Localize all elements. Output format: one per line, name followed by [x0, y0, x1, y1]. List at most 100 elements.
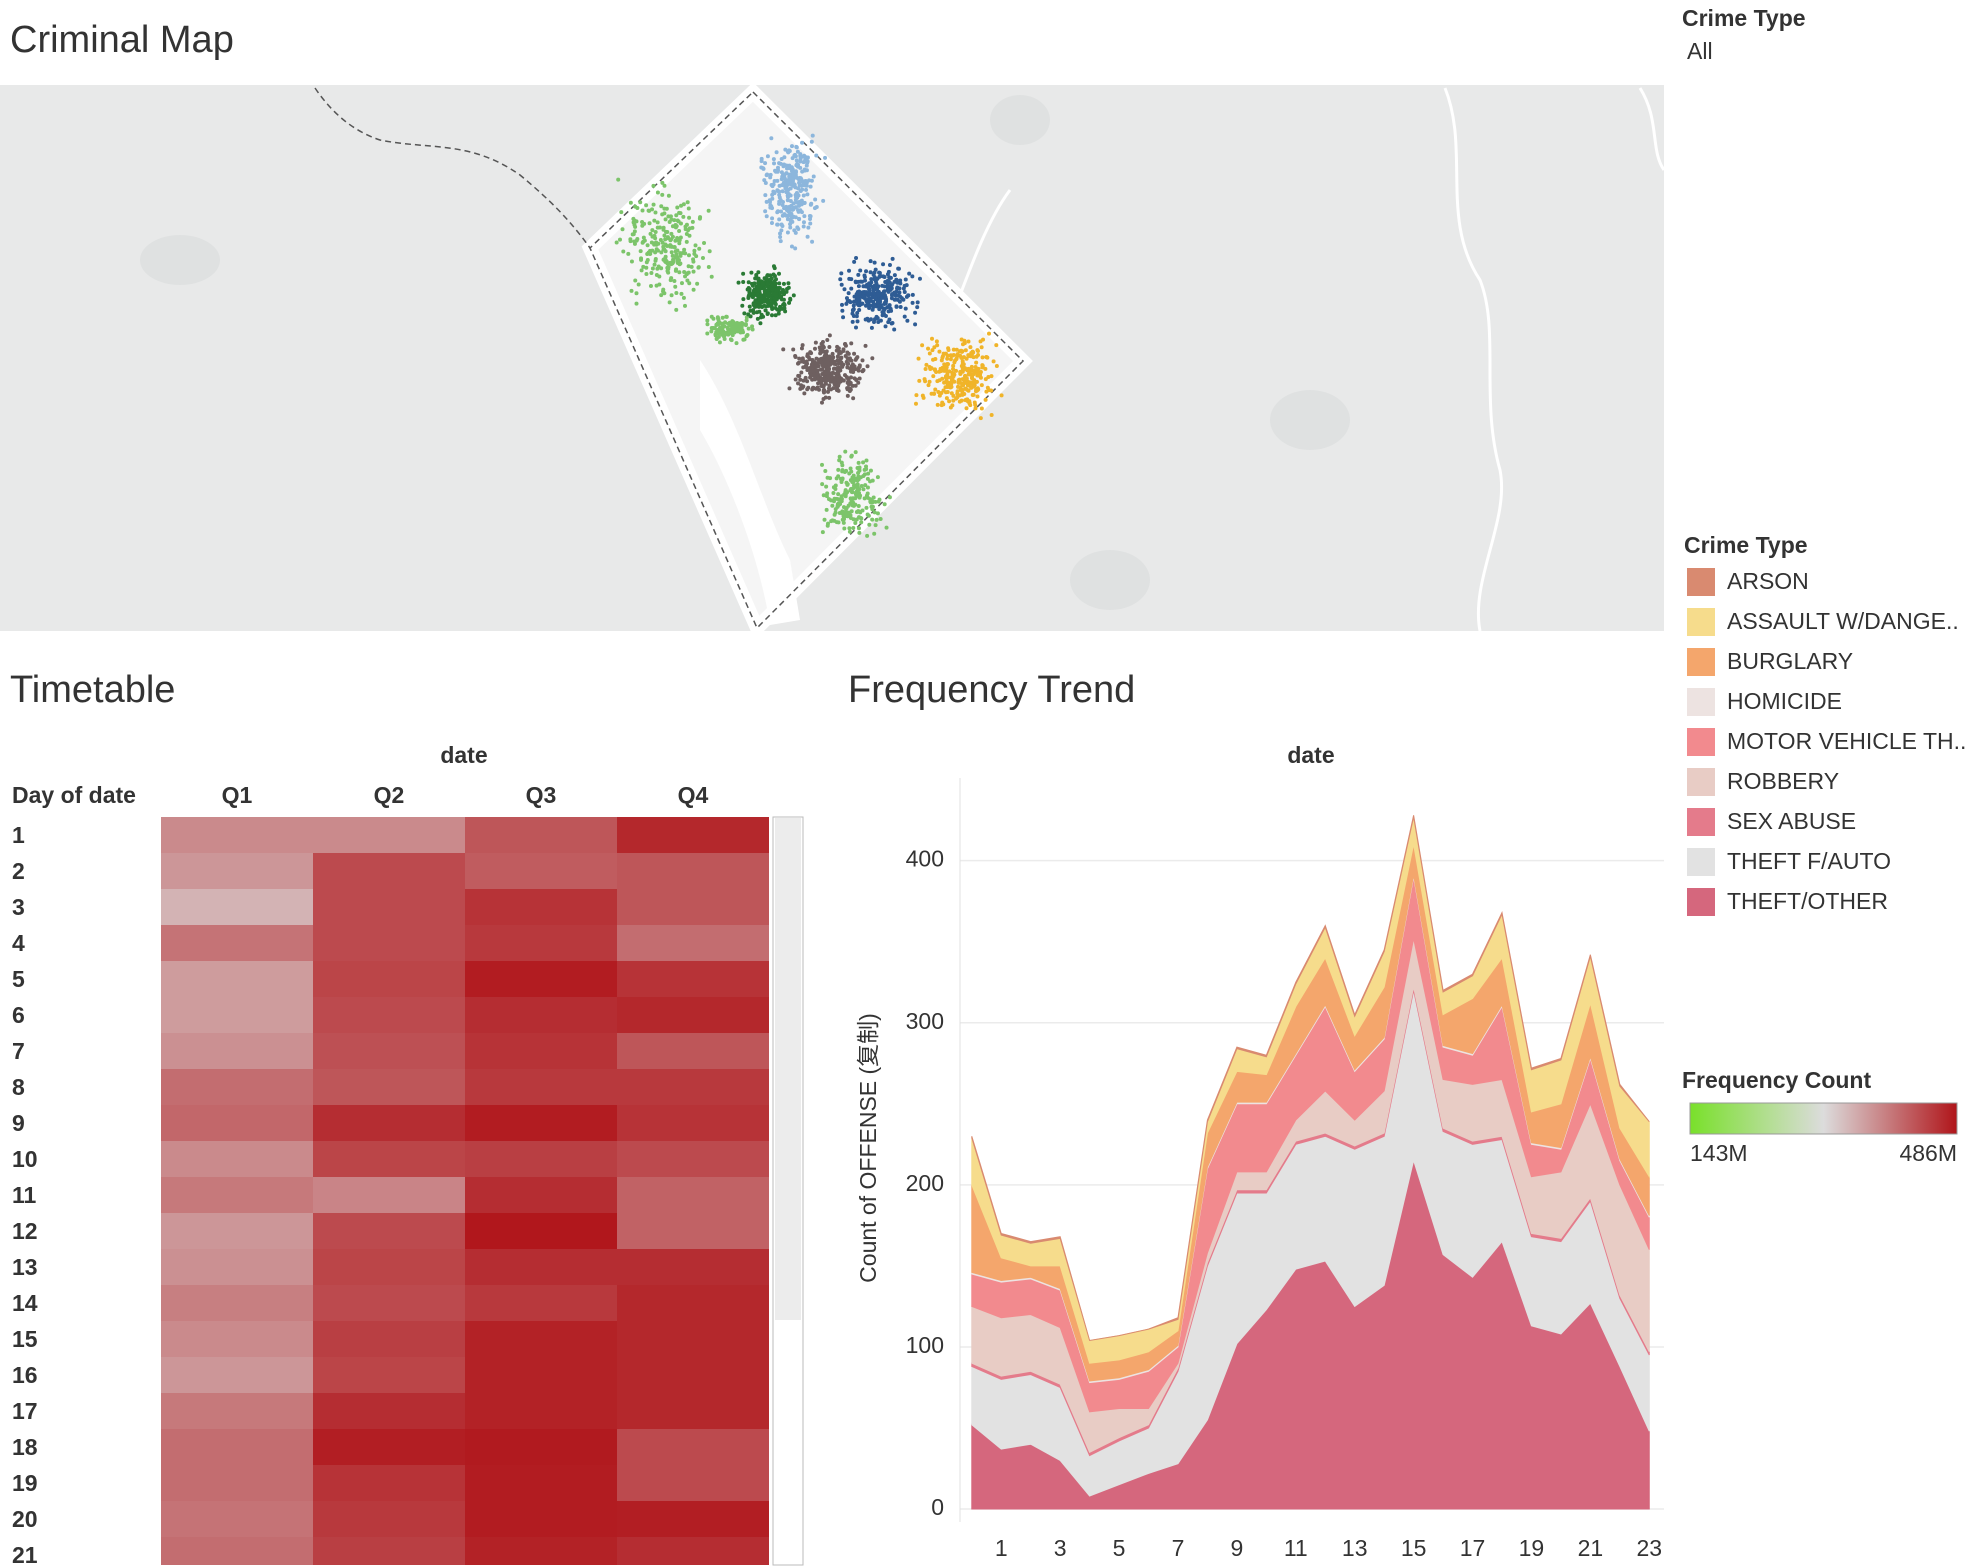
crime-dot	[866, 471, 871, 476]
crime-dot	[700, 256, 705, 261]
crime-dot	[973, 379, 978, 384]
crime-dot	[863, 343, 868, 348]
crime-dot	[850, 475, 855, 480]
heat-cell	[313, 1285, 465, 1321]
crime-dot	[801, 224, 806, 229]
crime-dot	[986, 331, 991, 336]
crime-dot	[846, 351, 851, 356]
crime-dot	[926, 346, 931, 351]
crime-dot	[678, 221, 683, 226]
legend-label[interactable]: HOMICIDE	[1727, 688, 1842, 714]
heat-cell	[161, 1141, 313, 1177]
crime-dot	[989, 374, 994, 379]
crime-dot	[650, 228, 655, 233]
legend-label[interactable]: THEFT/OTHER	[1727, 888, 1888, 914]
crime-dot	[679, 281, 684, 286]
crime-dot	[674, 291, 679, 296]
crime-dot	[873, 279, 878, 284]
crime-dot	[839, 282, 844, 287]
crime-dot	[782, 303, 787, 308]
crime-dot	[621, 249, 626, 254]
crime-dot	[853, 325, 858, 330]
crime-dot	[865, 485, 870, 490]
crime-dot	[749, 270, 754, 275]
legend-label[interactable]: MOTOR VEHICLE TH..	[1727, 728, 1966, 754]
heat-cell	[617, 1105, 769, 1141]
crime-dot	[777, 161, 782, 166]
row-label: 18	[12, 1434, 38, 1460]
crime-dot	[826, 389, 831, 394]
crime-dot	[867, 287, 872, 292]
crime-dot	[800, 140, 805, 145]
crime-dot	[771, 190, 776, 195]
heat-cell	[617, 1501, 769, 1537]
heat-cell	[465, 889, 617, 925]
heat-cell	[617, 889, 769, 925]
crime-dot	[779, 170, 784, 175]
crime-dot	[951, 398, 956, 403]
crime-dot	[820, 339, 825, 344]
crime-dot	[798, 386, 803, 391]
crime-dot	[655, 248, 660, 253]
crime-dot	[985, 355, 990, 360]
crime-dot	[868, 270, 873, 275]
crime-dot	[881, 308, 886, 313]
legend-label[interactable]: SEX ABUSE	[1727, 808, 1856, 834]
legend-label[interactable]: ROBBERY	[1727, 768, 1839, 794]
crime-dot	[865, 300, 870, 305]
crime-dot	[978, 369, 983, 374]
crime-dot	[777, 183, 782, 188]
legend-label[interactable]: BURGLARY	[1727, 648, 1853, 674]
row-label: 13	[12, 1254, 38, 1280]
crime-dot	[666, 193, 671, 198]
crime-dot	[734, 341, 739, 346]
crime-dot	[784, 163, 789, 168]
heat-cell	[161, 1213, 313, 1249]
crime-dot	[945, 361, 950, 366]
area-series	[971, 815, 1650, 1342]
crime-dot	[874, 517, 879, 522]
crime-dot	[641, 235, 646, 240]
crime-dot	[971, 392, 976, 397]
crime-dot	[837, 359, 842, 364]
crime-dot	[805, 387, 810, 392]
legend-label[interactable]: ASSAULT W/DANGE..	[1727, 608, 1959, 634]
crime-dot	[817, 387, 822, 392]
legend-label[interactable]: THEFT F/AUTO	[1727, 848, 1891, 874]
crime-dot	[848, 386, 853, 391]
legend-label[interactable]: ARSON	[1727, 568, 1809, 594]
crime-dot	[945, 380, 950, 385]
crime-dot	[877, 307, 882, 312]
crime-dot	[721, 334, 726, 339]
heat-cell	[465, 1357, 617, 1393]
scrollbar-thumb[interactable]	[775, 818, 801, 1320]
crime-dot	[673, 249, 678, 254]
row-label: 3	[12, 894, 25, 920]
crime-dot	[863, 317, 868, 322]
crime-dot	[779, 209, 784, 214]
filter-value[interactable]: All	[1687, 38, 1713, 64]
crime-dot	[821, 364, 826, 369]
heat-cell	[617, 1249, 769, 1285]
crime-dot	[856, 284, 861, 289]
crime-dot	[784, 289, 789, 294]
crime-dot	[840, 476, 845, 481]
crime-dot	[835, 354, 840, 359]
crime-dot	[814, 356, 819, 361]
crime-dot	[845, 299, 850, 304]
crime-dot	[972, 400, 977, 405]
crime-dot	[705, 322, 710, 327]
crime-dot	[844, 296, 849, 301]
crime-dot	[880, 283, 885, 288]
crime-dot	[950, 372, 955, 377]
crime-dot	[934, 339, 939, 344]
crime-dot	[890, 256, 895, 261]
crime-dot	[824, 484, 829, 489]
crime-dot	[820, 462, 825, 467]
crime-dot	[848, 496, 853, 501]
row-label: 19	[12, 1470, 38, 1496]
crime-dot	[889, 308, 894, 313]
crime-dot	[661, 287, 666, 292]
crime-dot	[705, 318, 710, 323]
